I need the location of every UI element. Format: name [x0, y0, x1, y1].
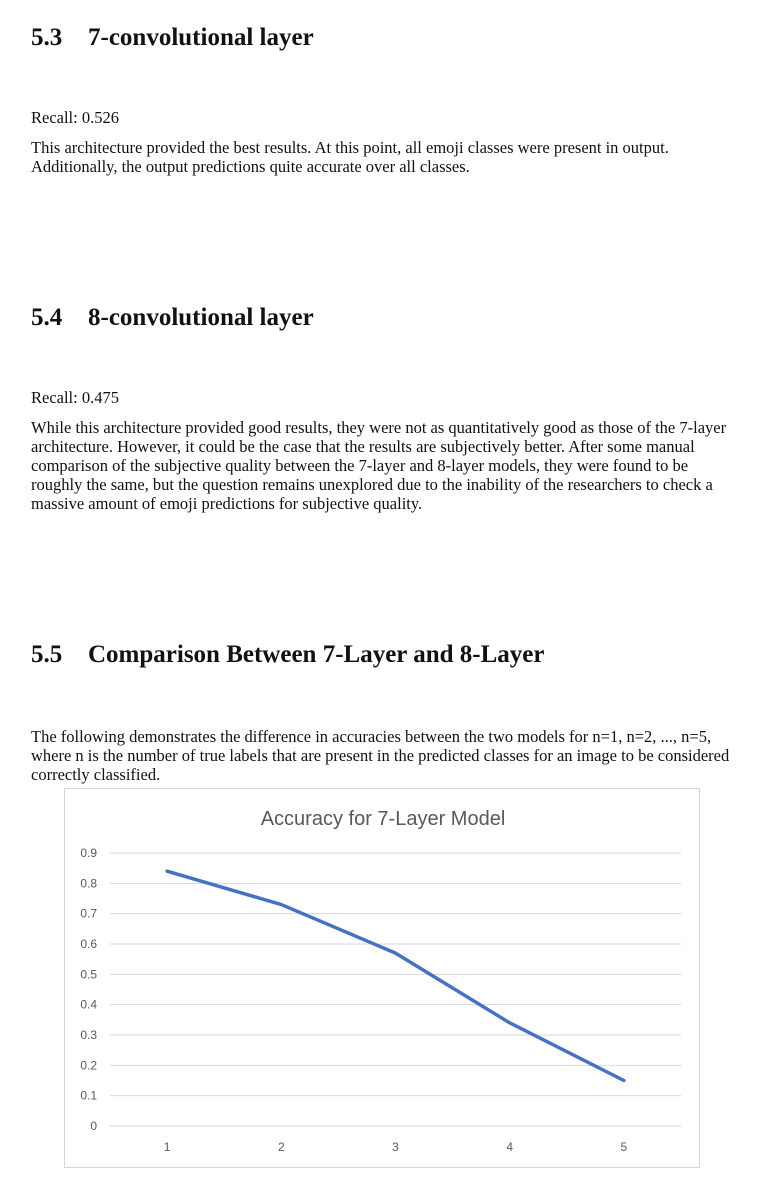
x-tick-label: 1 — [164, 1140, 171, 1154]
y-tick-label: 0.2 — [80, 1058, 97, 1072]
y-tick-label: 0.4 — [80, 998, 97, 1012]
section-number: 5.5 — [31, 641, 63, 668]
y-tick-label: 0.3 — [80, 1028, 97, 1042]
x-tick-label: 3 — [392, 1140, 399, 1154]
y-axis-ticks: 0 0.1 0.2 0.3 0.4 0.5 0.6 0.7 0.8 0.9 — [80, 846, 97, 1133]
section-number: 5.4 — [31, 304, 63, 331]
accuracy-chart: Accuracy for 7-Layer Model 0 0.1 0.2 0.3 0.4… — [64, 788, 700, 1168]
section-5-3-heading: 5.3 7-convolutional layer — [31, 24, 314, 52]
paragraph-comparison: The following demonstrates the differenc… — [31, 727, 730, 784]
y-tick-label: 0.7 — [80, 907, 97, 921]
x-tick-label: 5 — [621, 1140, 628, 1154]
section-title: 8-convolutional layer — [88, 304, 314, 331]
series-layer — [165, 869, 626, 1083]
accuracy-chart-svg: Accuracy for 7-Layer Model 0 0.1 0.2 0.3 0.4… — [80, 808, 681, 1154]
y-tick-label: 0.5 — [80, 967, 97, 981]
section-number: 5.3 — [31, 24, 63, 51]
accuracy-series-line — [165, 869, 626, 1083]
x-axis-ticks: 1 2 3 4 5 — [164, 1140, 628, 1154]
section-title: 7-convolutional layer — [88, 24, 314, 51]
y-tick-label: 0.6 — [80, 937, 97, 951]
recall-8-layer: Recall: 0.475 — [31, 388, 119, 407]
paragraph-8-layer: While this architecture provided good re… — [31, 418, 727, 513]
section-title: Comparison Between 7-Layer and 8-Layer — [88, 641, 545, 668]
grid-lines — [110, 852, 681, 1127]
recall-7-layer: Recall: 0.526 — [31, 108, 119, 127]
section-5-4-heading: 5.4 8-convolutional layer — [31, 304, 314, 332]
y-tick-label: 0 — [90, 1119, 97, 1133]
chart-title: Accuracy for 7-Layer Model — [261, 808, 506, 830]
y-tick-label: 0.1 — [80, 1089, 97, 1103]
y-tick-label: 0.8 — [80, 876, 97, 890]
paragraph-7-layer: This architecture provided the best resu… — [31, 138, 669, 176]
x-tick-label: 2 — [278, 1140, 285, 1154]
section-5-5-heading: 5.5 Comparison Between 7-Layer and 8-Laye… — [31, 641, 544, 669]
x-tick-label: 4 — [506, 1140, 513, 1154]
y-tick-label: 0.9 — [80, 846, 97, 860]
